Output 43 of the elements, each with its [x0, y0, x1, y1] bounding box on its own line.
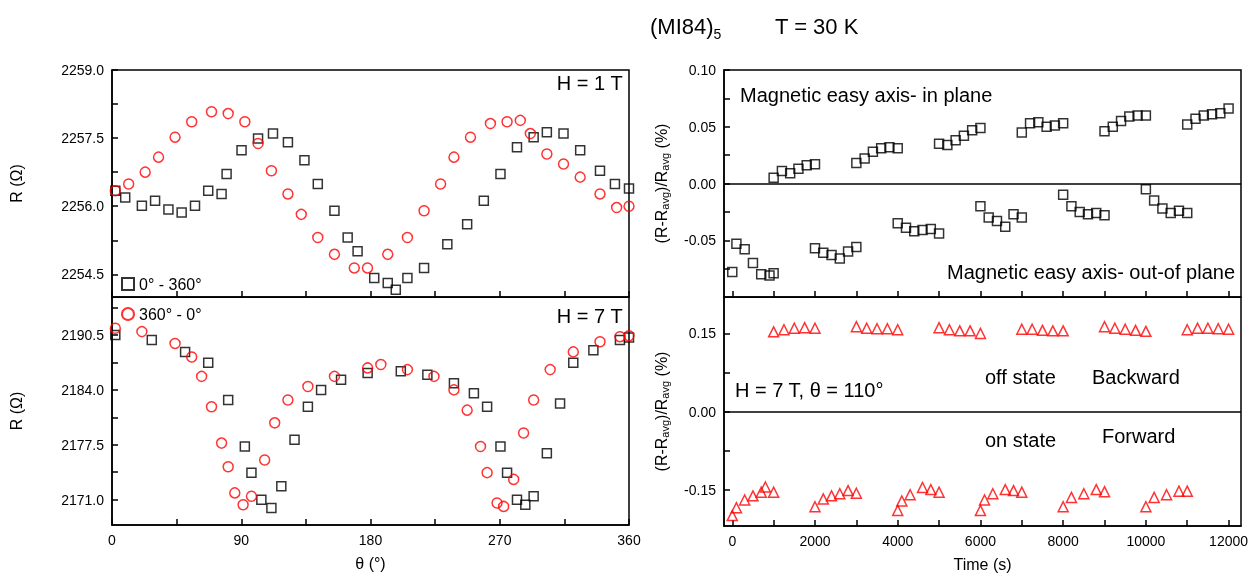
y-tick-label: 2259.0	[61, 62, 105, 78]
annotation: H = 7 T	[556, 305, 623, 327]
x-tick-label: 6000	[964, 533, 997, 549]
annotation: Magnetic easy axis- out-of plane	[947, 261, 1236, 283]
chart-subtitle: T = 30 K	[775, 13, 859, 39]
y-axis-title: R (Ω)	[7, 391, 25, 431]
y-axis-title: R (Ω)	[7, 164, 25, 203]
x-axis-title: θ (°)	[355, 554, 386, 572]
y-tick-label: 2256.0	[61, 198, 105, 215]
y-tick-label: -0.05	[684, 232, 717, 249]
y-tick-label: 2177.5	[61, 436, 105, 453]
x-tick-label: 360	[617, 532, 641, 548]
annotation: H = 7 T, θ = 110°	[735, 379, 884, 401]
x-tick-label: 0	[108, 532, 117, 548]
x-axis-title: Time (s)	[953, 555, 1012, 573]
annotation: Backward	[1092, 366, 1180, 388]
y-tick-label: 2254.5	[61, 266, 105, 283]
legend-label: 0° - 360°	[139, 275, 202, 293]
y-tick-label: 2257.5	[61, 130, 105, 147]
annotation: H = 1 T	[556, 72, 623, 94]
annotation: Magnetic easy axis- in plane	[740, 84, 993, 106]
x-tick-label: 10000	[1126, 533, 1166, 549]
y-tick-label: 0.15	[688, 325, 717, 342]
legend-label: 360° - 0°	[139, 305, 202, 323]
y-tick-label: 0.05	[688, 118, 717, 135]
y-tick-label: 2171.0	[61, 491, 105, 508]
y-tick-label: -0.15	[684, 481, 717, 498]
x-tick-label: 2000	[799, 533, 831, 549]
annotation: on state	[985, 429, 1057, 451]
x-tick-label: 0	[728, 533, 737, 549]
annotation: off state	[985, 366, 1056, 388]
annotation: Forward	[1102, 425, 1176, 447]
x-tick-label: 90	[233, 532, 250, 548]
y-tick-label: 0.00	[688, 403, 717, 420]
x-tick-label: 270	[488, 532, 512, 548]
y-tick-label: 2190.5	[61, 327, 105, 343]
y-tick-label: 2184.0	[61, 381, 105, 398]
y-tick-label: 0.00	[688, 175, 717, 192]
y-tick-label: 0.10	[688, 62, 717, 78]
x-tick-label: 180	[358, 532, 383, 548]
x-tick-label: 8000	[1047, 533, 1079, 549]
x-tick-label: 4000	[882, 533, 914, 549]
x-tick-label: 12000	[1209, 533, 1249, 549]
